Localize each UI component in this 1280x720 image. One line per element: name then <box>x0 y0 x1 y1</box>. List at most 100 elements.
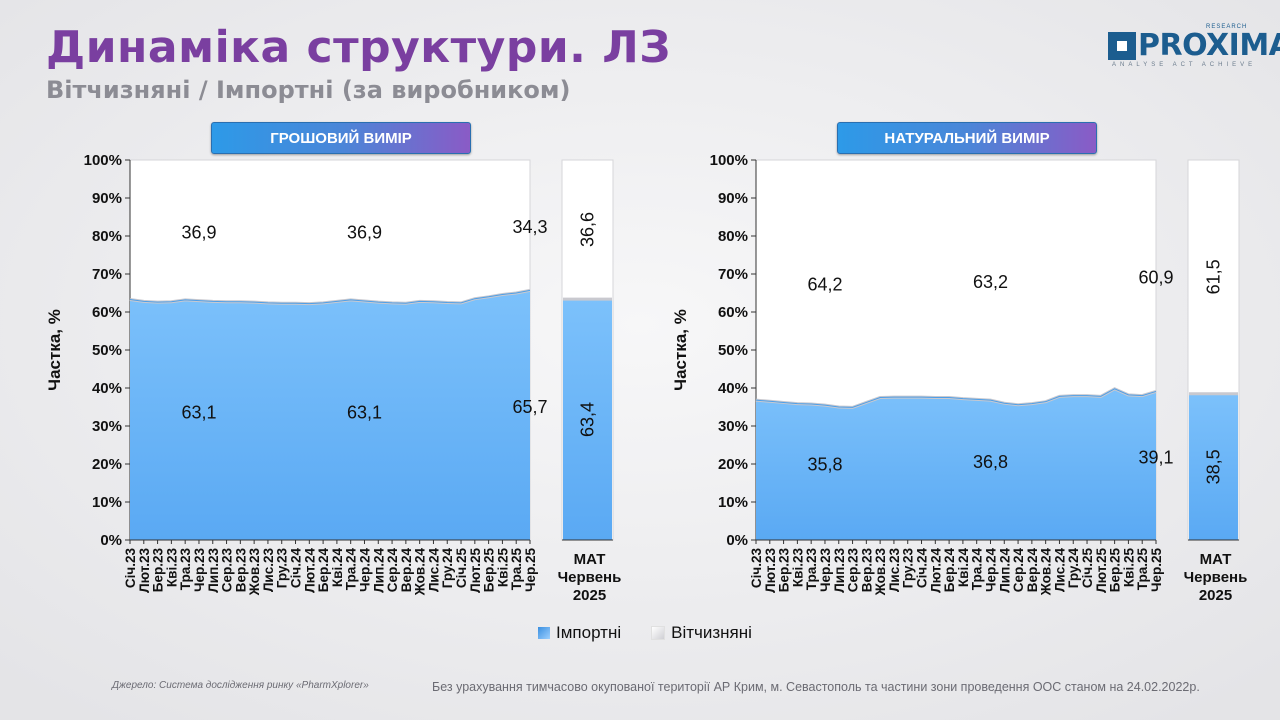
legend-domestic-swatch <box>651 626 666 640</box>
x-tick-label: Кві.23 <box>790 548 805 588</box>
x-tick-label: Лип.23 <box>206 548 221 593</box>
y-tick-label: 30% <box>92 418 122 435</box>
legend: Імпортні Вітчизняні <box>538 623 752 643</box>
imported-data-label: 65,7 <box>512 397 547 417</box>
page-title: Динаміка структури. ЛЗ <box>46 22 672 73</box>
y-tick-label: 100% <box>710 152 748 169</box>
y-tick-label: 40% <box>718 380 748 397</box>
domestic-data-label: 64,2 <box>807 275 842 295</box>
legend-imported-swatch <box>538 627 550 639</box>
x-tick-label: Січ.23 <box>123 548 138 589</box>
x-tick-label: Гру.24 <box>1066 548 1081 589</box>
proxima-logo: PROXIMA RESEARCH ANALYSE ACT ACHIEVE <box>1108 24 1280 72</box>
y-tick-label: 70% <box>92 266 122 283</box>
logo-tagline: ANALYSE ACT ACHIEVE <box>1112 62 1257 68</box>
y-tick-label: 80% <box>718 228 748 245</box>
mat-x-label: 2025 <box>1199 587 1232 604</box>
y-tick-label: 80% <box>92 228 122 245</box>
x-tick-label: Бер.25 <box>482 548 497 593</box>
x-tick-label: Кві.24 <box>330 548 345 588</box>
x-tick-label: Жов.23 <box>247 548 262 597</box>
x-tick-label: Чер.24 <box>983 548 998 592</box>
x-tick-label: Тра.25 <box>509 548 524 591</box>
x-tick-label: Бер.23 <box>777 548 792 593</box>
x-tick-label: Гру.23 <box>901 548 916 589</box>
x-tick-label: Лют.24 <box>302 548 317 593</box>
x-tick-label: Гру.23 <box>275 548 290 589</box>
x-tick-label: Січ.25 <box>1080 548 1095 589</box>
x-tick-label: Лют.24 <box>928 548 943 593</box>
x-tick-label: Тра.23 <box>804 548 819 591</box>
imported-data-label: 63,1 <box>347 402 382 422</box>
x-tick-label: Сер.23 <box>220 548 235 593</box>
x-tick-label: Жов.23 <box>873 548 888 597</box>
x-tick-label: Січ.24 <box>289 548 304 589</box>
x-tick-label: Тра.24 <box>344 548 359 591</box>
y-tick-label: 0% <box>726 532 748 549</box>
domestic-data-label: 36,9 <box>347 222 382 242</box>
x-tick-label: Лип.23 <box>832 548 847 593</box>
x-tick-label: Вер.24 <box>399 548 414 593</box>
y-tick-label: 50% <box>718 342 748 359</box>
x-tick-label: Сер.24 <box>1011 548 1026 593</box>
y-tick-label: 20% <box>718 456 748 473</box>
x-tick-label: Вер.24 <box>1025 548 1040 593</box>
y-tick-label: 100% <box>84 152 122 169</box>
y-tick-label: 30% <box>718 418 748 435</box>
logo-word: PROXIMA <box>1138 28 1280 63</box>
x-tick-label: Тра.23 <box>178 548 193 591</box>
x-tick-label: Тра.25 <box>1135 548 1150 591</box>
x-tick-label: Лис.23 <box>261 548 276 593</box>
source-note: Джерело: Система дослідження ринку «Phar… <box>112 680 369 691</box>
x-tick-label: Бер.25 <box>1108 548 1123 593</box>
mat-x-label: 2025 <box>573 587 606 604</box>
mat-x-label: МАТ <box>1200 551 1232 568</box>
y-tick-label: 40% <box>92 380 122 397</box>
x-tick-label: Сер.24 <box>385 548 400 593</box>
y-axis-title: Частка, % <box>45 309 64 391</box>
x-tick-label: Жов.24 <box>413 548 428 597</box>
volume-dimension-pill: НАТУРАЛЬНИЙ ВИМІР <box>837 122 1097 154</box>
x-tick-label: Чер.23 <box>818 548 833 592</box>
imported-top-line <box>129 289 531 305</box>
mat-imported-bar <box>1189 393 1238 540</box>
domestic-data-label: 36,9 <box>181 222 216 242</box>
x-tick-label: Січ.25 <box>454 548 469 589</box>
imported-top-line <box>755 388 1157 408</box>
imported-area <box>130 290 530 540</box>
x-tick-label: Сер.23 <box>846 548 861 593</box>
x-tick-label: Вер.23 <box>859 548 874 593</box>
imported-data-label: 36,8 <box>973 452 1008 472</box>
logo-square-icon <box>1108 32 1136 60</box>
x-tick-label: Вер.23 <box>233 548 248 593</box>
y-tick-label: 0% <box>100 532 122 549</box>
mat-x-label: Червень <box>1184 569 1248 586</box>
domestic-data-label: 60,9 <box>1138 268 1173 288</box>
mat-imported-label: 63,4 <box>578 402 598 437</box>
x-tick-label: Січ.23 <box>749 548 764 589</box>
y-tick-label: 90% <box>718 190 748 207</box>
mat-x-label: Червень <box>558 569 622 586</box>
x-tick-label: Тра.24 <box>970 548 985 591</box>
legend-imported-label: Імпортні <box>556 623 622 642</box>
x-tick-label: Лют.25 <box>1094 548 1109 593</box>
x-tick-label: Гру.24 <box>440 548 455 589</box>
mat-domestic-label: 61,5 <box>1204 259 1224 294</box>
x-tick-label: Лис.24 <box>1052 548 1067 593</box>
y-tick-label: 20% <box>92 456 122 473</box>
disclaimer-note: Без урахування тимчасово окупованої тери… <box>432 680 1200 694</box>
y-tick-label: 70% <box>718 266 748 283</box>
imported-area <box>756 388 1156 540</box>
y-tick-label: 50% <box>92 342 122 359</box>
domestic-data-label: 63,2 <box>973 272 1008 292</box>
x-tick-label: Лис.24 <box>426 548 441 593</box>
domestic-data-label: 34,3 <box>512 217 547 237</box>
imported-data-label: 63,1 <box>181 402 216 422</box>
money-chart: 0% 10% 20% 30% 40% 50% 60% 70% 80% 90% 100% Частка,… <box>45 152 622 604</box>
imported-data-label: 39,1 <box>1138 448 1173 468</box>
imported-data-label: 35,8 <box>807 455 842 475</box>
page-subtitle: Вітчизняні / Імпортні (за виробником) <box>46 76 571 104</box>
y-tick-label: 10% <box>92 494 122 511</box>
y-tick-label: 10% <box>718 494 748 511</box>
mat-x-label: МАТ <box>574 551 606 568</box>
